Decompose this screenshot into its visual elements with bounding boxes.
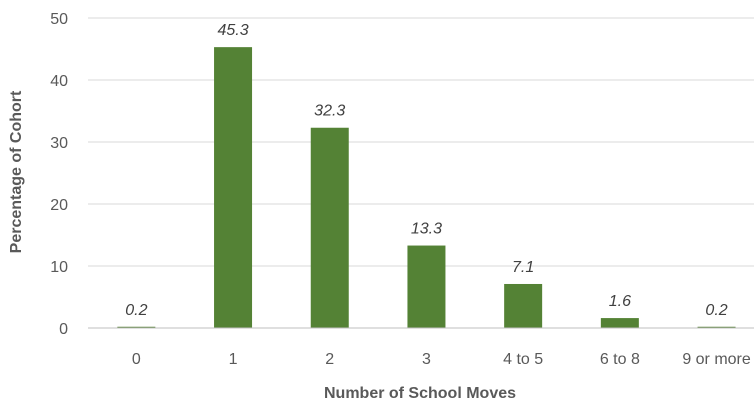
y-axis-tick-labels: 0 10 20 30 40 50 bbox=[50, 11, 68, 338]
x-tick-label: 1 bbox=[229, 351, 238, 368]
bar bbox=[310, 127, 349, 329]
bar bbox=[214, 47, 253, 328]
x-tick-label: 0 bbox=[132, 351, 141, 368]
data-label: 0.2 bbox=[125, 302, 147, 319]
y-tick-label: 10 bbox=[50, 259, 68, 276]
x-tick-label: 4 to 5 bbox=[503, 351, 543, 368]
x-axis-title: Number of School Moves bbox=[324, 385, 516, 402]
bar bbox=[600, 318, 639, 328]
data-label: 32.3 bbox=[314, 103, 345, 120]
y-tick-label: 20 bbox=[50, 197, 68, 214]
x-tick-label: 6 to 8 bbox=[600, 351, 640, 368]
data-labels: 0.2 45.3 32.3 13.3 7.1 1.6 0.2 bbox=[125, 22, 728, 319]
x-tick-label: 3 bbox=[422, 351, 431, 368]
bar bbox=[697, 326, 736, 328]
x-tick-label: 9 or more bbox=[682, 351, 751, 368]
bar bbox=[504, 283, 543, 328]
bar bbox=[407, 245, 446, 328]
data-label: 1.6 bbox=[609, 293, 631, 310]
bar bbox=[117, 326, 156, 328]
data-label: 7.1 bbox=[512, 259, 534, 276]
y-tick-label: 0 bbox=[59, 321, 68, 338]
y-axis-title: Percentage of Cohort bbox=[8, 90, 25, 253]
gridlines bbox=[88, 17, 754, 267]
y-tick-label: 50 bbox=[50, 11, 68, 28]
y-tick-label: 30 bbox=[50, 135, 68, 152]
data-label: 0.2 bbox=[705, 302, 727, 319]
y-tick-label: 40 bbox=[50, 73, 68, 90]
data-label: 13.3 bbox=[411, 221, 442, 238]
data-label: 45.3 bbox=[217, 22, 248, 39]
x-axis-tick-labels: 0 1 2 3 4 to 5 6 to 8 9 or more bbox=[132, 351, 751, 368]
x-tick-label: 2 bbox=[325, 351, 334, 368]
bars bbox=[117, 47, 736, 329]
